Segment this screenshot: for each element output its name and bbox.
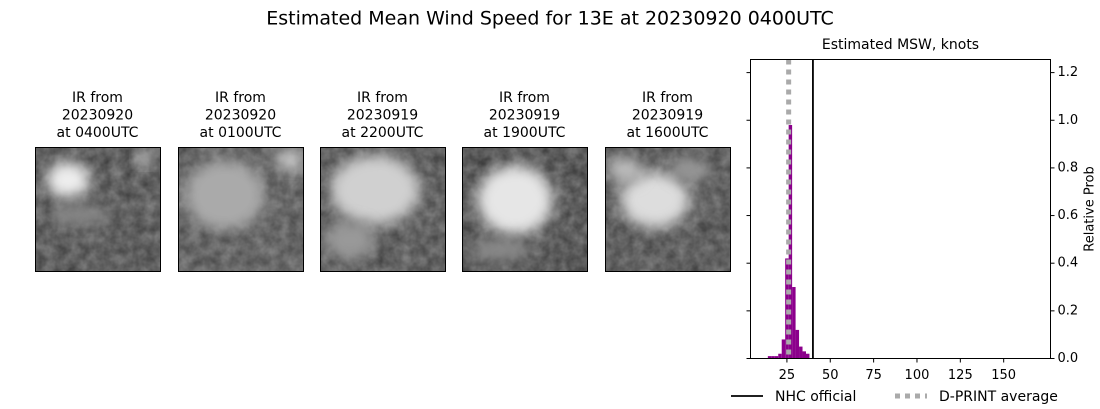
panel-title: IR from: [215, 90, 266, 106]
ir-image: [605, 147, 730, 271]
histogram-bar: [785, 258, 789, 359]
y-tick-label: 0.0: [1058, 351, 1079, 366]
histogram-bar: [792, 287, 796, 359]
panel-title: at 2200UTC: [342, 125, 424, 141]
y-tick-label: 0.8: [1058, 160, 1079, 175]
panel-title: at 1900UTC: [484, 125, 566, 141]
x-tick-label: 125: [948, 368, 973, 383]
panel-title: at 0400UTC: [57, 125, 139, 141]
panel-title: 20230920: [62, 108, 133, 124]
panel-title: IR from: [642, 90, 693, 106]
ir-image: [462, 147, 587, 271]
x-tick-label: 50: [822, 368, 839, 383]
image-frames: [35, 147, 731, 272]
figure-title: Estimated Mean Wind Speed for 13E at 202…: [266, 8, 834, 30]
ir-image: [178, 147, 303, 271]
ir-image: [320, 147, 445, 271]
histogram-bar: [781, 339, 786, 359]
panel-title: 20230919: [489, 108, 560, 124]
panel-title: 20230920: [205, 108, 276, 124]
x-tick-label: 25: [779, 368, 796, 383]
y-axis-label: Relative Prob: [1083, 166, 1098, 251]
x-tick-label: 75: [865, 368, 882, 383]
panel-title: at 0100UTC: [200, 125, 282, 141]
panel-title: at 1600UTC: [627, 125, 709, 141]
y-tick-label: 1.0: [1058, 113, 1079, 128]
legend-label: NHC official: [775, 389, 856, 405]
panel-title: IR from: [72, 90, 123, 106]
histogram-bar: [805, 353, 810, 359]
histogram-bar: [802, 351, 806, 359]
chart-title: Estimated MSW, knots: [822, 37, 979, 53]
histogram-bar: [771, 356, 775, 359]
panel-title: IR from: [499, 90, 550, 106]
histogram-bar: [795, 329, 800, 359]
plot-frame: [750, 59, 1051, 359]
histogram-bar: [799, 346, 803, 359]
histogram-bar: [774, 356, 779, 359]
panel-title: 20230919: [347, 108, 418, 124]
histogram-bar: [767, 356, 772, 359]
y-tick-label: 0.2: [1058, 303, 1079, 318]
y-tick-label: 1.2: [1058, 65, 1079, 80]
y-tick-label: 0.6: [1058, 208, 1079, 223]
legend-label: D-PRINT average: [939, 389, 1058, 405]
panel-title: IR from: [357, 90, 408, 106]
x-tick-label: 150: [991, 368, 1016, 383]
ir-image: [35, 147, 160, 271]
y-tick-label: 0.4: [1058, 256, 1079, 271]
x-tick-label: 100: [905, 368, 930, 383]
panel-title: 20230919: [632, 108, 703, 124]
histogram-bar: [778, 353, 782, 359]
